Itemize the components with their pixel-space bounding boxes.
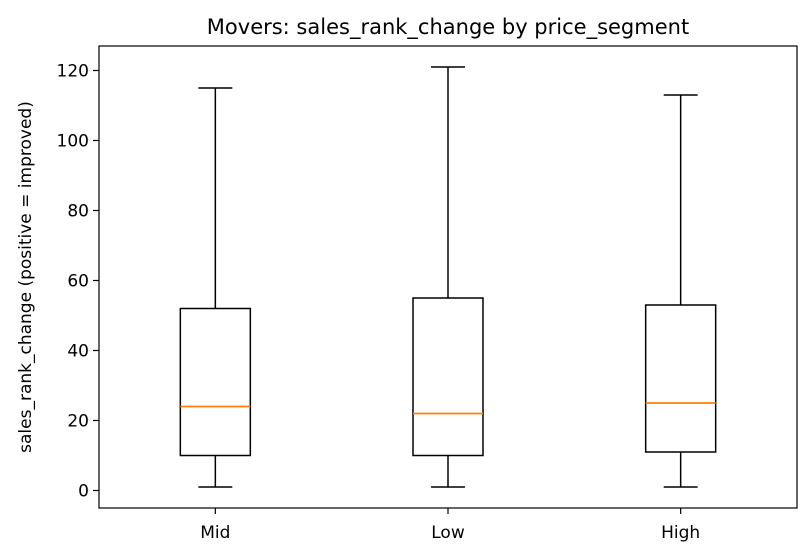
x-tick-label: Low xyxy=(431,523,465,543)
box-iqr xyxy=(644,304,717,453)
y-tick-label: 80 xyxy=(67,202,89,222)
box-iqr xyxy=(412,297,484,457)
y-axis-label: sales_rank_change (positive = improved) xyxy=(16,101,36,453)
box-iqr xyxy=(179,307,252,457)
y-tick-label: 100 xyxy=(57,132,89,152)
y-tick-label: 0 xyxy=(78,482,89,502)
axes-frame xyxy=(98,45,798,509)
y-tick-label: 40 xyxy=(67,342,89,362)
y-tick-label: 120 xyxy=(57,62,89,82)
y-tick-label: 60 xyxy=(67,272,89,292)
y-tick-label: 20 xyxy=(67,412,89,432)
x-tick-label: High xyxy=(661,523,700,543)
x-tick-label: Mid xyxy=(200,523,230,543)
chart-title: Movers: sales_rank_change by price_segme… xyxy=(207,15,689,40)
plot-area: 0 20 40 60 80 100 120 Mid Low High xyxy=(57,45,798,543)
